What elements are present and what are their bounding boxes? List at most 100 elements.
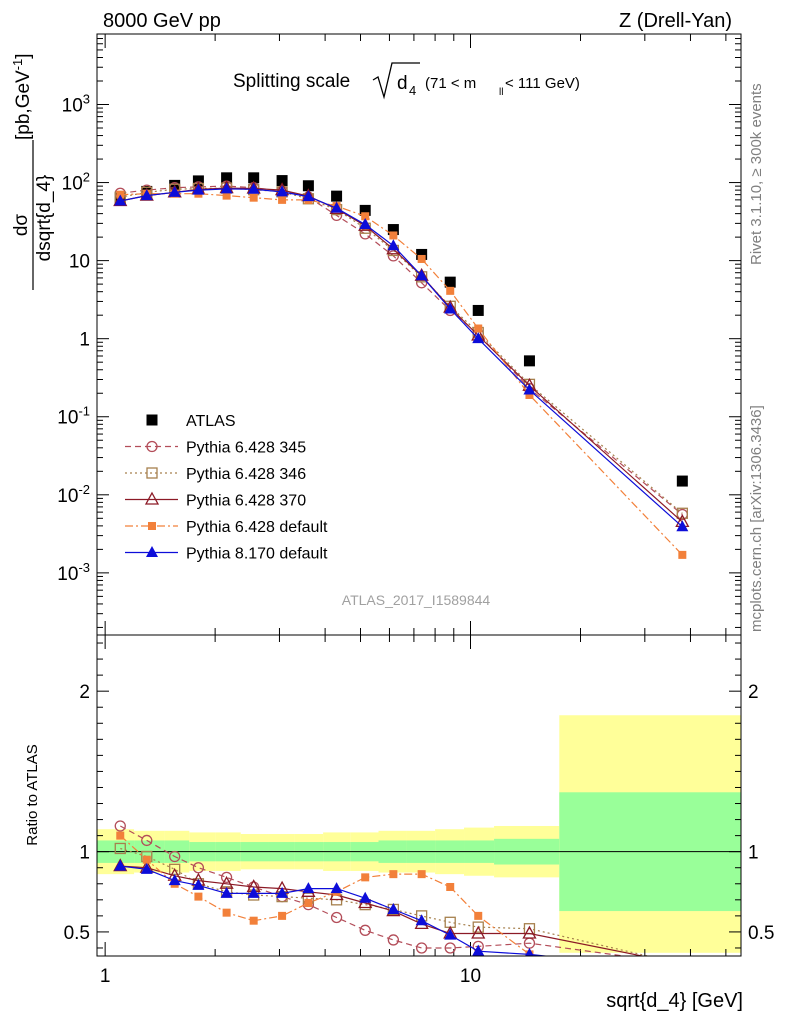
ratio-point-p8def [302, 882, 315, 894]
main-point-p8def [220, 182, 233, 194]
main-point-p8def [387, 239, 400, 251]
ratio-point-p345 [114, 820, 126, 832]
main-point-p8def [359, 218, 372, 230]
main-point-data [472, 304, 484, 316]
legend-marker-p370 [144, 491, 160, 505]
main-point-p6def [249, 193, 258, 202]
ratio-point-p6def [417, 870, 426, 879]
ratio-point-p370 [471, 925, 486, 939]
main-point-p6def [417, 254, 426, 263]
main-point-p8def [523, 383, 536, 395]
ratio-frame [96, 634, 742, 957]
ratio-y-tick-label-left: 1 [79, 843, 90, 864]
main-y-label: dσ dsqrt{d_4} [pb,GeV-1] [10, 53, 55, 290]
ratio-line-p346 [120, 847, 651, 956]
ratio-point-p346 [114, 842, 126, 855]
ratio-y-label: Ratio to ATLAS [24, 744, 41, 845]
main-line-p346 [120, 187, 683, 514]
legend-marker-p8def [146, 546, 158, 557]
main-point-p6def [525, 390, 534, 399]
ratio-point-p8def [114, 859, 127, 871]
ratio-point-p6def [249, 916, 258, 925]
ratio-point-p346 [472, 921, 484, 933]
main-y-tick-label: 10 [69, 252, 90, 273]
main-line-p8def [120, 188, 683, 528]
ratio-point-p8def [359, 891, 372, 903]
ratio-point-p8def [472, 944, 485, 956]
plot-title-range-end: < 111 GeV) [505, 75, 580, 92]
ratio-point-p8def [525, 947, 534, 956]
ratio-line-p6def [119, 835, 539, 956]
plot-title-range-sub: ll [499, 87, 503, 98]
ratio-line-p370 [120, 865, 646, 956]
x-tick-label: 10 [460, 966, 481, 987]
plot-title: Splitting scale d 4 (71 < m ll < 111 GeV… [233, 62, 580, 100]
main-point-p8def [140, 189, 153, 201]
ratio-point-p345 [169, 850, 181, 863]
main-point-data [416, 248, 428, 260]
ratio-point-p370 [522, 925, 537, 939]
legend-label-p370: Pythia 6.428 370 [186, 493, 306, 510]
plot-title-sqrt-arg: d [397, 73, 408, 94]
ratio-point-p8def [220, 886, 233, 898]
ratio-y-tick-label-right: 2 [748, 682, 759, 703]
ratio-point-p8def [168, 874, 181, 886]
legend-label-p6def: Pythia 6.428 default [186, 519, 328, 536]
mcplots-label: mcplots.cern.ch [arXiv:1306.3436] [748, 405, 765, 632]
main-point-data [387, 224, 399, 236]
legend-label-p345: Pythia 6.428 345 [186, 440, 306, 457]
x-tick-label: 1 [100, 966, 111, 987]
ratio-axes: 0.5 0.5 1 1 2 2 1 10 [64, 635, 774, 987]
ratio-point-p8def [140, 862, 153, 874]
ratio-series-layer [113, 820, 651, 956]
main-line-p6def [120, 193, 683, 556]
x-axis-label: sqrt{d_4} [GeV] [606, 990, 743, 1012]
main-point-p6def [278, 195, 287, 204]
legend-label-data: ATLAS [186, 413, 236, 430]
plot-title-sqrt-sub: 4 [409, 83, 416, 98]
ratio-point-p8def [247, 886, 260, 898]
main-point-p6def [678, 550, 687, 559]
main-point-p8def [676, 520, 689, 532]
main-point-p8def [330, 201, 343, 213]
ratio-point-p345 [387, 934, 400, 946]
ratio-point-p6def [446, 882, 455, 891]
ratio-y-tick-label-right: 0.5 [748, 923, 774, 944]
legend-marker-p346 [146, 467, 158, 479]
main-point-p6def [446, 286, 455, 295]
main-y-tick-label: 103 [62, 91, 90, 116]
ylabel-unit: [pb,GeV-1] [10, 53, 34, 140]
ratio-point-p345 [330, 911, 343, 924]
main-point-p8def [472, 332, 485, 344]
main-point-p8def [247, 182, 260, 194]
ratio-uncertainty-bands [97, 715, 741, 953]
ylabel-unit-main: [pb,GeV [13, 70, 34, 140]
main-point-p8def [168, 185, 181, 197]
ylabel-den: dsqrt{d_4} [34, 175, 55, 262]
main-point-p8def [114, 194, 127, 206]
main-point-p6def [389, 231, 398, 240]
main-point-data [302, 180, 314, 192]
ratio-point-p345 [141, 834, 153, 847]
header-left: 8000 GeV pp [103, 10, 221, 32]
main-y-tick-label: 10-3 [57, 560, 90, 585]
ratio-point-p345 [359, 924, 371, 936]
ratio-point-p345 [220, 871, 233, 884]
main-axes: 10-3 10-2 10-1 1 10 102 103 [57, 33, 741, 635]
ratio-point-p6def [278, 911, 287, 920]
main-point-p8def [276, 185, 289, 197]
main-point-data [444, 276, 456, 288]
main-point-data [221, 172, 233, 184]
ratio-y-tick-label-right: 1 [748, 843, 759, 864]
main-point-data [523, 355, 535, 367]
ratio-point-p8def [387, 902, 400, 914]
legend-marker-data [146, 414, 158, 426]
main-point-p6def [361, 212, 370, 221]
ratio-y-tick-label-left: 0.5 [64, 923, 90, 944]
ratio-point-p8def [444, 928, 457, 940]
ratio-point-p6def [142, 855, 151, 864]
plot-title-range: (71 < m [425, 75, 476, 92]
ylabel-unit-sup: -1 [10, 59, 25, 71]
plot-title-main: Splitting scale [233, 71, 350, 92]
